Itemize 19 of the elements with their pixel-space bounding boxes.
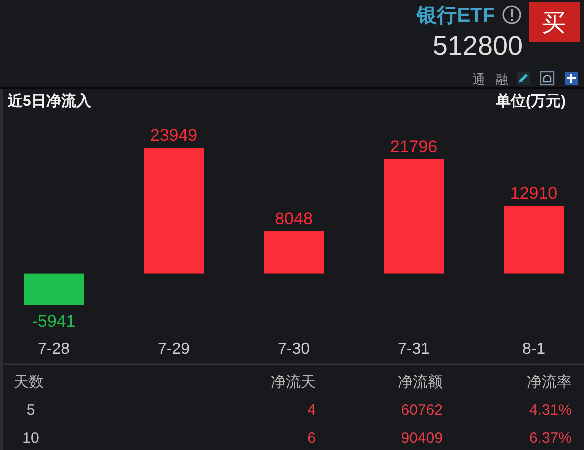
annotation: 通	[472, 72, 486, 87]
annotation: 天数	[14, 374, 44, 391]
annotation: 买	[542, 10, 566, 37]
title: 近5日净流入	[8, 93, 92, 110]
annotation: 4	[308, 402, 316, 419]
annotation: 净流额	[398, 374, 443, 391]
annotation: 512800	[432, 31, 523, 61]
annotation: 90409	[401, 430, 443, 447]
annotation: 5	[26, 402, 36, 419]
annotation: 融	[496, 72, 508, 87]
annotation: 净流天	[271, 374, 316, 391]
annotation: 10	[22, 430, 40, 447]
annotation: 净流率	[527, 374, 572, 391]
annotation: 银行ETF	[417, 5, 495, 27]
annotation: 6	[308, 430, 316, 447]
annotation: 4.31%	[529, 402, 572, 419]
annotation: 60762	[401, 402, 443, 419]
annotation: 6.37%	[529, 430, 572, 447]
ylabel: 单位(万元)	[496, 93, 566, 110]
